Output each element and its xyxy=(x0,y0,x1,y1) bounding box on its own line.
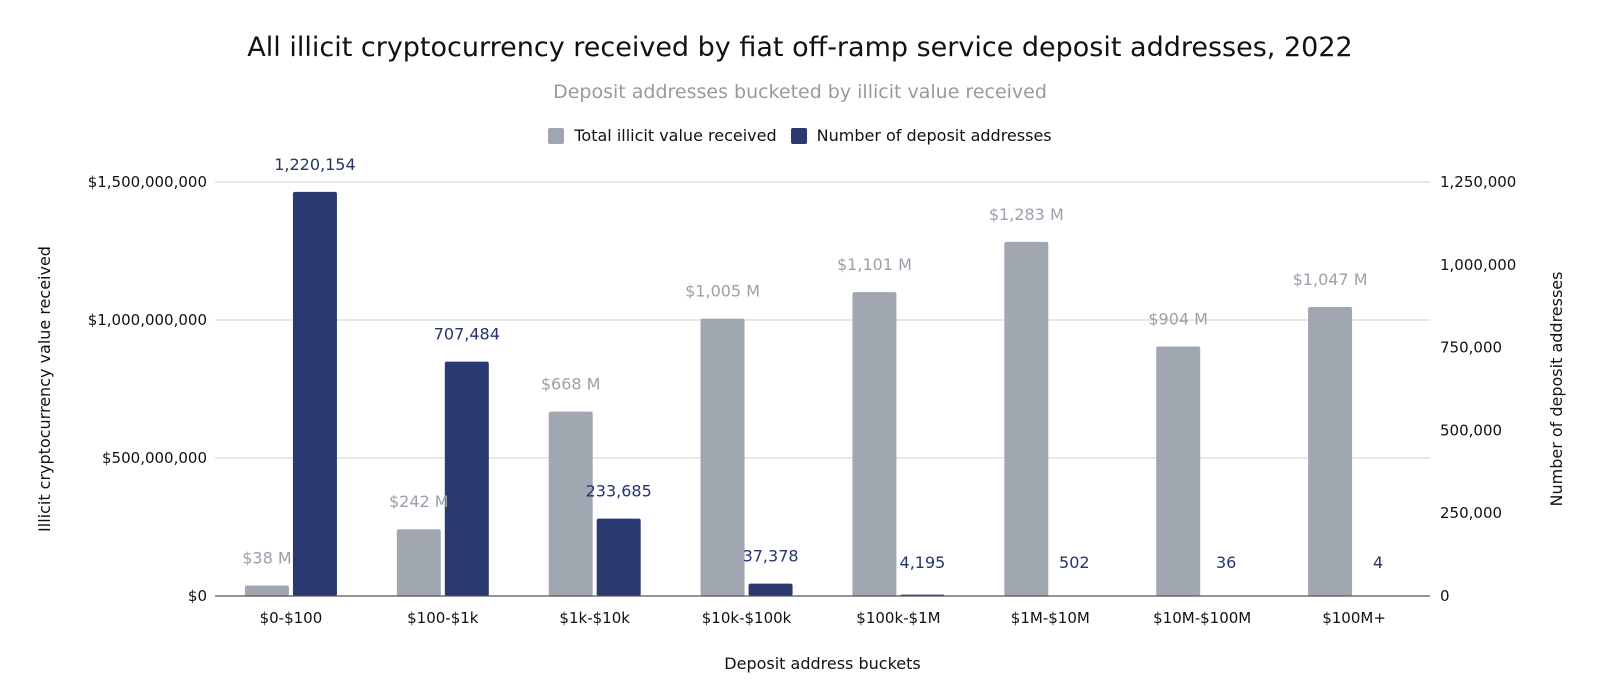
data-label-value: $1,005 M xyxy=(685,282,760,301)
legend-swatch-count xyxy=(790,127,807,144)
y-right-tick-label: 250,000 xyxy=(1440,504,1502,522)
x-tick-label: $100k-$1M xyxy=(856,609,940,627)
legend-item-value[interactable]: Total illicit value received xyxy=(548,126,777,145)
data-label-value: $1,047 M xyxy=(1293,270,1368,289)
legend-swatch-value xyxy=(548,127,565,144)
x-tick-label: $100-$1k xyxy=(407,609,479,627)
data-label-count: 1,220,154 xyxy=(274,155,355,174)
legend: Total illicit value received Number of d… xyxy=(0,126,1600,145)
bar-count xyxy=(596,518,641,596)
bar-value xyxy=(548,411,593,596)
y-right-tick-label: 500,000 xyxy=(1440,421,1502,439)
y-left-axis-title: Illicit cryptocurrency value received xyxy=(35,246,54,532)
bar-value xyxy=(852,292,897,596)
bar-count xyxy=(444,361,489,596)
y-left-tick-label: $0 xyxy=(188,587,207,605)
legend-label-value: Total illicit value received xyxy=(574,126,777,145)
data-label-count: 4,195 xyxy=(900,553,946,572)
data-label-value: $904 M xyxy=(1148,309,1208,328)
y-right-tick-label: 750,000 xyxy=(1440,339,1502,357)
x-tick-label: $10M-$100M xyxy=(1153,609,1251,627)
y-left-tick-label: $500,000,000 xyxy=(102,449,207,467)
y-right-tick-label: 0 xyxy=(1440,587,1450,605)
bar-value xyxy=(396,529,441,596)
data-label-value: $1,283 M xyxy=(989,205,1064,224)
data-label-value: $1,101 M xyxy=(837,255,912,274)
chart-title: All illicit cryptocurrency received by f… xyxy=(247,32,1353,63)
bar-value xyxy=(1156,346,1201,596)
data-label-count: 707,484 xyxy=(434,325,500,344)
legend-label-count: Number of deposit addresses xyxy=(816,126,1052,145)
data-label-value: $668 M xyxy=(541,375,601,394)
bar-count xyxy=(748,583,793,596)
y-left-tick-label: $1,000,000,000 xyxy=(88,311,207,329)
data-label-count: 37,378 xyxy=(743,547,799,566)
data-label-count: 233,685 xyxy=(586,482,652,501)
x-tick-label: $100M+ xyxy=(1322,609,1386,627)
bar-count xyxy=(292,191,337,596)
bar-value xyxy=(1004,241,1049,596)
x-tick-label: $1M-$10M xyxy=(1011,609,1090,627)
x-tick-label: $10k-$100k xyxy=(702,609,792,627)
bar-value xyxy=(700,318,745,596)
y-right-tick-label: 1,000,000 xyxy=(1440,256,1516,274)
data-label-value: $242 M xyxy=(389,492,449,511)
x-tick-label: $1k-$10k xyxy=(559,609,630,627)
bar-value xyxy=(1308,307,1353,596)
chart-subtitle: Deposit addresses bucketed by illicit va… xyxy=(553,81,1047,103)
data-label-count: 4 xyxy=(1373,553,1383,572)
data-label-value: $38 M xyxy=(242,549,291,568)
data-label-count: 502 xyxy=(1059,553,1090,572)
x-axis-title: Deposit address buckets xyxy=(724,654,920,673)
x-tick-label: $0-$100 xyxy=(260,609,323,627)
bar-value xyxy=(244,585,289,596)
legend-item-count[interactable]: Number of deposit addresses xyxy=(790,126,1052,145)
y-left-tick-label: $1,500,000,000 xyxy=(88,173,207,191)
y-right-tick-label: 1,250,000 xyxy=(1440,173,1516,191)
data-label-count: 36 xyxy=(1216,553,1236,572)
y-right-axis-title: Number of deposit addresses xyxy=(1547,272,1566,507)
